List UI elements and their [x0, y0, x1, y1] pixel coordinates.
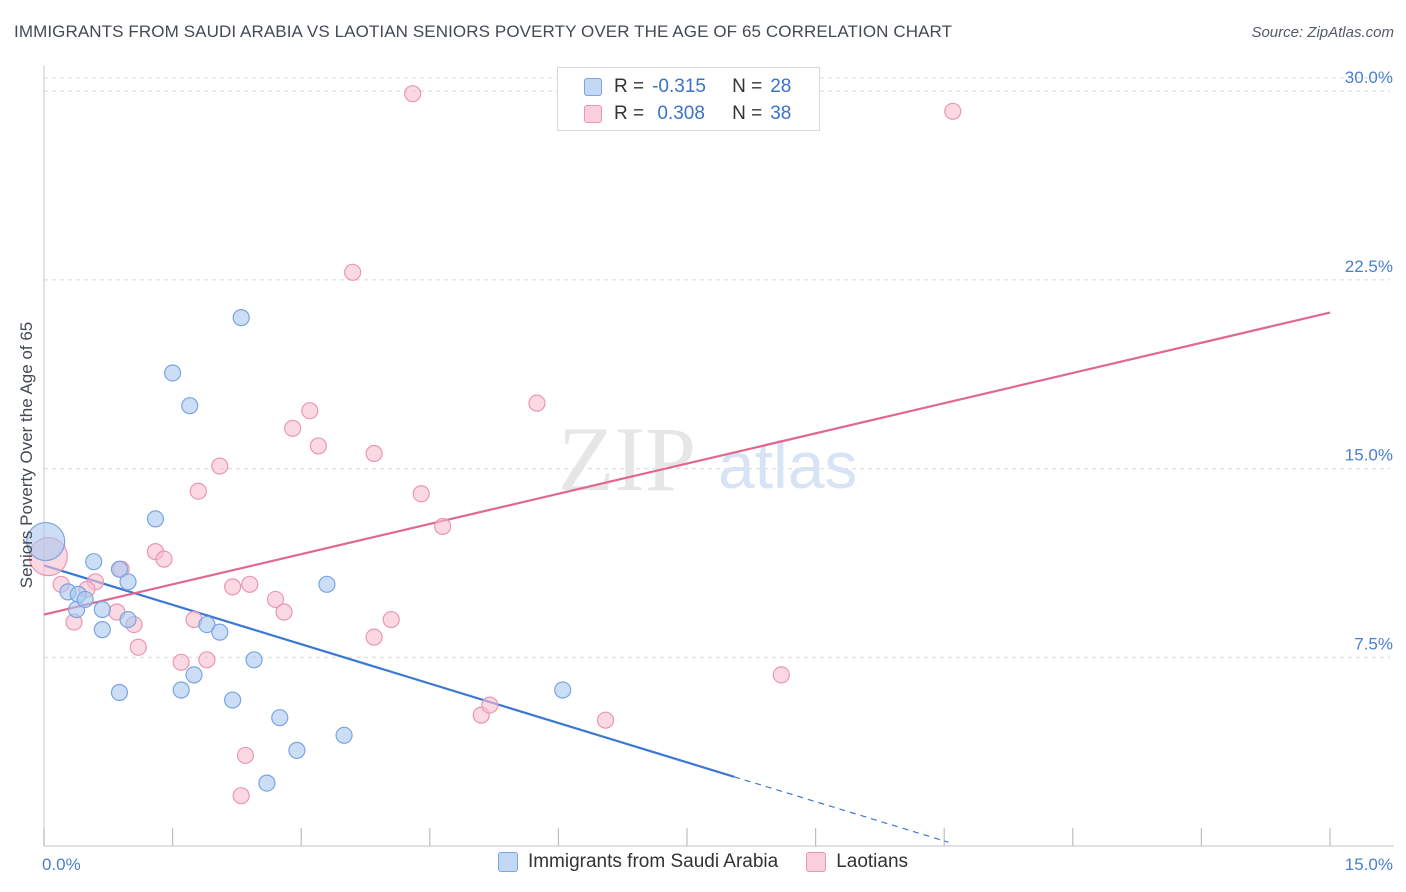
- series-legend: Immigrants from Saudi Arabia Laotians: [0, 851, 1406, 873]
- axes: [43, 66, 1394, 847]
- point-saudi-arabia: [245, 651, 263, 669]
- point-laotians: [365, 628, 383, 646]
- legend-swatch-blue: [584, 78, 602, 96]
- legend-row-laotians: R = 0.308 N = 38: [584, 101, 791, 127]
- point-laotians: [528, 394, 546, 412]
- trend-lines: [43, 311, 1331, 843]
- point-saudi-arabia: [119, 610, 137, 629]
- y-tick-label: 15.0%: [1345, 446, 1393, 465]
- point-laotians: [344, 263, 362, 281]
- point-laotians: [434, 517, 452, 536]
- point-laotians: [155, 550, 173, 568]
- point-saudi-arabia: [110, 683, 129, 702]
- source-label: Source: ZipAtlas.com: [1251, 24, 1394, 41]
- point-saudi-arabia: [271, 709, 289, 727]
- point-laotians: [224, 578, 242, 596]
- point-laotians: [309, 437, 327, 455]
- legend-item-laotians: Laotians: [806, 851, 908, 873]
- point-laotians: [596, 711, 615, 729]
- point-saudi-arabia: [198, 615, 216, 634]
- trend-line-saudi-arabia: [43, 564, 735, 778]
- point-laotians: [172, 653, 190, 671]
- point-saudi-arabia: [211, 623, 229, 641]
- point-laotians: [236, 746, 255, 765]
- point-laotians: [189, 482, 207, 500]
- point-saudi-arabia: [93, 621, 111, 639]
- x-tick-label: 0.0%: [42, 855, 81, 874]
- point-laotians: [481, 696, 499, 714]
- point-saudi-arabia: [554, 681, 572, 699]
- point-laotians: [382, 610, 400, 629]
- point-saudi-arabia: [185, 666, 203, 684]
- legend-swatch-blue: [497, 852, 518, 872]
- point-laotians: [404, 85, 422, 103]
- y-axis-label: Seniors Poverty Over the Age of 65: [17, 322, 36, 588]
- chart-title: IMMIGRANTS FROM SAUDI ARABIA VS LAOTIAN …: [14, 22, 953, 41]
- y-tick-label: 7.5%: [1354, 634, 1393, 653]
- legend-n-label: N =: [732, 103, 763, 124]
- point-laotians: [232, 787, 250, 805]
- legend-n-value: 38: [770, 103, 792, 124]
- point-saudi-arabia: [146, 510, 165, 528]
- point-saudi-arabia: [288, 741, 306, 759]
- legend-r-label: R =: [614, 76, 645, 97]
- legend-n-value: 28: [770, 76, 792, 97]
- legend-label-laotians: Laotians: [836, 851, 909, 872]
- point-laotians: [412, 485, 430, 503]
- point-saudi-arabia: [93, 600, 111, 619]
- point-saudi-arabia: [258, 774, 276, 792]
- point-saudi-arabia: [119, 573, 137, 591]
- point-saudi-arabia: [318, 575, 336, 593]
- legend-row-saudi: R = -0.315 N = 28: [584, 74, 791, 100]
- point-laotians: [275, 603, 293, 621]
- point-laotians: [944, 102, 962, 120]
- point-laotians: [365, 444, 383, 463]
- legend-r-value: 0.308: [652, 103, 705, 124]
- point-laotians: [211, 457, 229, 475]
- point-saudi-arabia: [224, 691, 242, 709]
- point-saudi-arabia: [335, 726, 353, 744]
- y-tick-label: 30.0%: [1345, 68, 1393, 87]
- tick-labels: 7.5% 15.0% 22.5% 30.0% 0.0% 15.0%: [42, 68, 1393, 874]
- x-tick-label: 15.0%: [1345, 855, 1393, 874]
- point-saudi-arabia: [85, 553, 103, 571]
- trend-line-laotians: [43, 311, 1331, 616]
- legend-swatch-pink: [584, 105, 602, 123]
- point-laotians: [772, 666, 790, 684]
- legend-swatch-pink: [806, 852, 827, 872]
- point-saudi-arabia: [26, 521, 66, 562]
- point-laotians: [241, 575, 259, 593]
- watermark-zip: ZIP: [558, 408, 696, 510]
- trend-line-extension: [733, 776, 949, 843]
- point-saudi-arabia: [76, 590, 94, 609]
- legend-item-saudi: Immigrants from Saudi Arabia: [497, 851, 779, 873]
- point-saudi-arabia: [110, 560, 129, 578]
- point-saudi-arabia: [164, 364, 182, 382]
- legend-r-label: R =: [614, 103, 645, 124]
- point-laotians: [129, 638, 147, 656]
- point-laotians: [198, 651, 216, 669]
- point-saudi-arabia: [232, 309, 250, 327]
- point-saudi-arabia: [181, 397, 199, 415]
- grid-lines: [44, 77, 1390, 658]
- point-saudi-arabia: [172, 681, 190, 699]
- y-tick-label: 22.5%: [1345, 257, 1393, 276]
- correlation-legend: R = -0.315 N = 28 R = 0.308 N = 38: [557, 67, 820, 131]
- point-laotians: [301, 402, 319, 420]
- point-laotians: [266, 590, 285, 609]
- legend-r-value: -0.315: [652, 76, 706, 97]
- point-laotians: [284, 419, 302, 437]
- legend-n-label: N =: [732, 76, 763, 97]
- data-points: [26, 85, 962, 805]
- legend-label-saudi: Immigrants from Saudi Arabia: [527, 851, 779, 872]
